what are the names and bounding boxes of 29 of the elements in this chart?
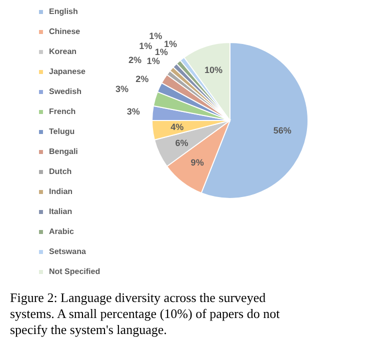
legend-label: French	[49, 107, 76, 116]
data-label: 1%	[154, 46, 168, 57]
legend-label: Swedish	[49, 87, 82, 96]
legend-label: Dutch	[49, 167, 72, 176]
data-label: 3%	[115, 84, 128, 94]
data-label: 3%	[126, 106, 140, 116]
data-label: 56%	[273, 125, 292, 136]
data-label: 10%	[204, 64, 223, 75]
data-label: 1%	[146, 56, 160, 66]
data-label: 1%	[139, 41, 152, 52]
legend-label: Bengali	[49, 147, 78, 156]
legend-label: Setswana	[49, 247, 86, 256]
data-label: 9%	[190, 158, 204, 168]
legend-label: Korean	[49, 47, 77, 56]
legend-label: Indian	[49, 187, 73, 196]
data-label: 2%	[128, 55, 142, 66]
legend-label: Telugu	[49, 127, 75, 136]
legend-label: Chinese	[49, 27, 81, 36]
legend-label: Arabic	[49, 227, 74, 236]
data-label: 2%	[136, 74, 149, 84]
legend-label: Italian	[49, 207, 72, 216]
data-label: 1%	[164, 38, 178, 49]
data-label: 6%	[175, 138, 188, 148]
data-label: 4%	[170, 122, 184, 132]
data-label: 1%	[149, 31, 162, 42]
legend-label: Japanese	[49, 67, 86, 76]
legend-label: Not Specified	[49, 267, 100, 276]
caption: Figure 2: Language diversity across the surveyed systems. A small percentage (10%) of papers do not specify the system's language.	[10, 290, 280, 337]
legend-label: English	[49, 7, 78, 16]
